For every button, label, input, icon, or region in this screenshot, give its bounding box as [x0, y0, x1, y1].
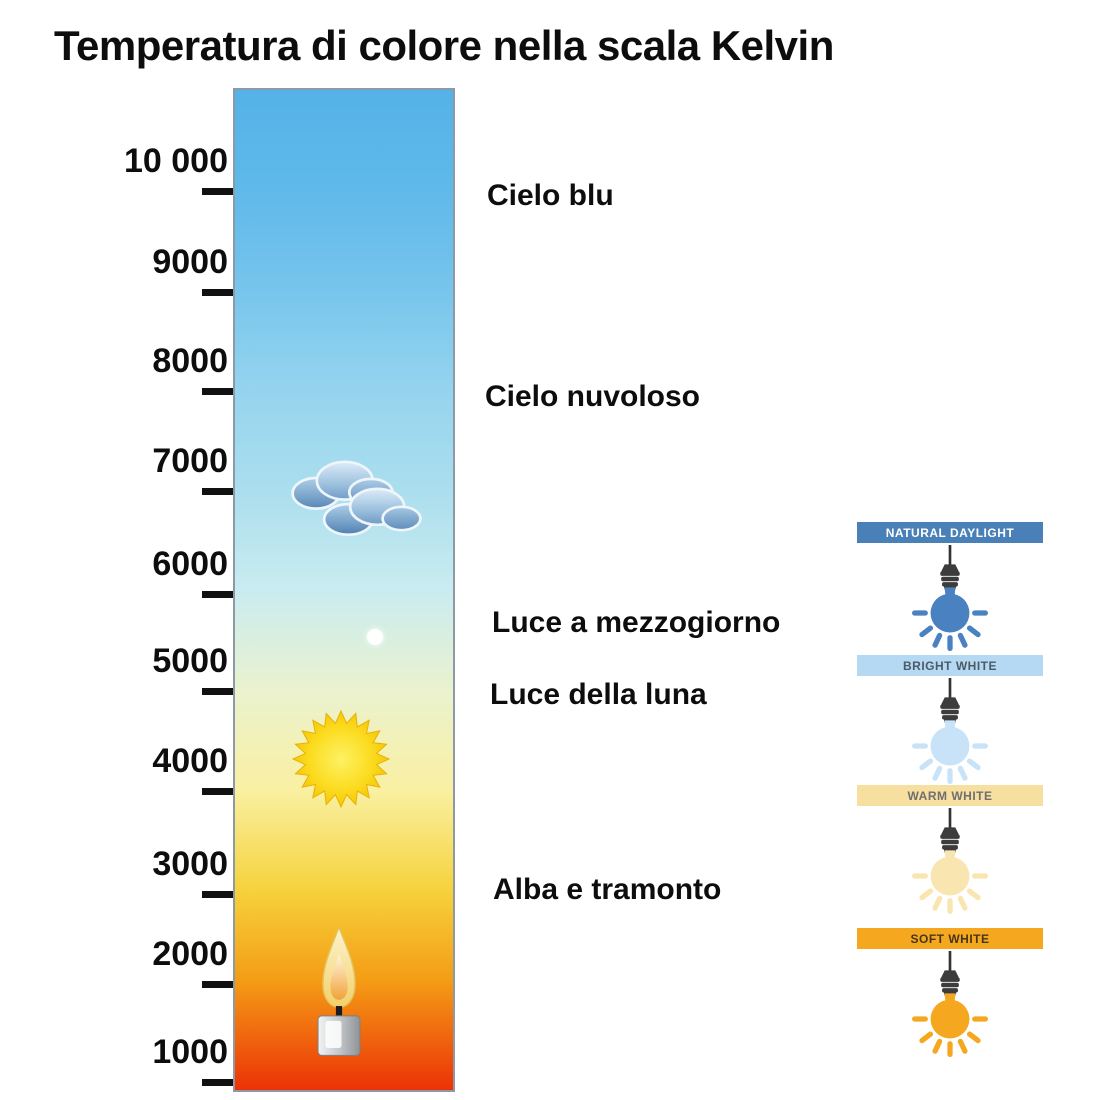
bulb-color-header: WARM WHITE [857, 785, 1043, 806]
annotation-luce-della-luna: Luce della luna [490, 678, 707, 711]
tick-mark-6000 [202, 591, 233, 598]
bulb-color-header: SOFT WHITE [857, 928, 1043, 949]
moon-dot-icon [367, 629, 383, 645]
light-bulb-icon [912, 545, 988, 651]
annotation-cielo-nuvoloso: Cielo nuvoloso [485, 380, 701, 413]
tick-mark-10000 [202, 188, 233, 195]
cloud-icon [291, 460, 422, 537]
bulb-card-soft-white: SOFT WHITE [857, 928, 1043, 1057]
bulb-color-label: SOFT WHITE [910, 931, 990, 946]
tick-label-1000: 1000 [152, 1033, 228, 1071]
tick-mark-2000 [202, 981, 233, 988]
candle-icon [317, 924, 361, 1056]
tick-label-8000: 8000 [152, 342, 228, 380]
bulb-color-label: NATURAL DAYLIGHT [885, 525, 1015, 540]
tick-mark-3000 [202, 891, 233, 898]
tick-mark-7000 [202, 488, 233, 495]
tick-label-5000: 5000 [152, 642, 228, 680]
tick-label-7000: 7000 [152, 442, 228, 480]
annotation-luce-a-mezzogiorno: Luce a mezzogiorno [492, 606, 781, 639]
bulb-card-natural-daylight: NATURAL DAYLIGHT [857, 522, 1043, 651]
annotation-cielo-blu: Cielo blu [487, 179, 614, 212]
tick-label-2000: 2000 [152, 935, 228, 973]
bulb-color-header: NATURAL DAYLIGHT [857, 522, 1043, 543]
tick-mark-4000 [202, 788, 233, 795]
light-bulb-icon [912, 678, 988, 784]
bulb-color-label: WARM WHITE [907, 788, 993, 803]
light-bulb-icon [912, 951, 988, 1057]
bulb-card-warm-white: WARM WHITE [857, 785, 1043, 914]
annotation-alba-e-tramonto: Alba e tramonto [493, 873, 722, 906]
light-bulb-icon [912, 808, 988, 914]
page-title: Temperatura di colore nella scala Kelvin [54, 22, 834, 69]
tick-mark-5000 [202, 688, 233, 695]
tick-mark-9000 [202, 289, 233, 296]
bulb-color-label: BRIGHT WHITE [903, 658, 997, 673]
bulb-card-bright-white: BRIGHT WHITE [857, 655, 1043, 784]
tick-label-6000: 6000 [152, 545, 228, 583]
tick-mark-1000 [202, 1079, 233, 1086]
tick-label-10000: 10 000 [124, 142, 228, 180]
tick-label-4000: 4000 [152, 742, 228, 780]
sun-icon [291, 709, 391, 809]
tick-label-3000: 3000 [152, 845, 228, 883]
bulb-color-header: BRIGHT WHITE [857, 655, 1043, 676]
tick-mark-8000 [202, 388, 233, 395]
kelvin-gradient-bar [233, 88, 455, 1092]
tick-label-9000: 9000 [152, 243, 228, 281]
